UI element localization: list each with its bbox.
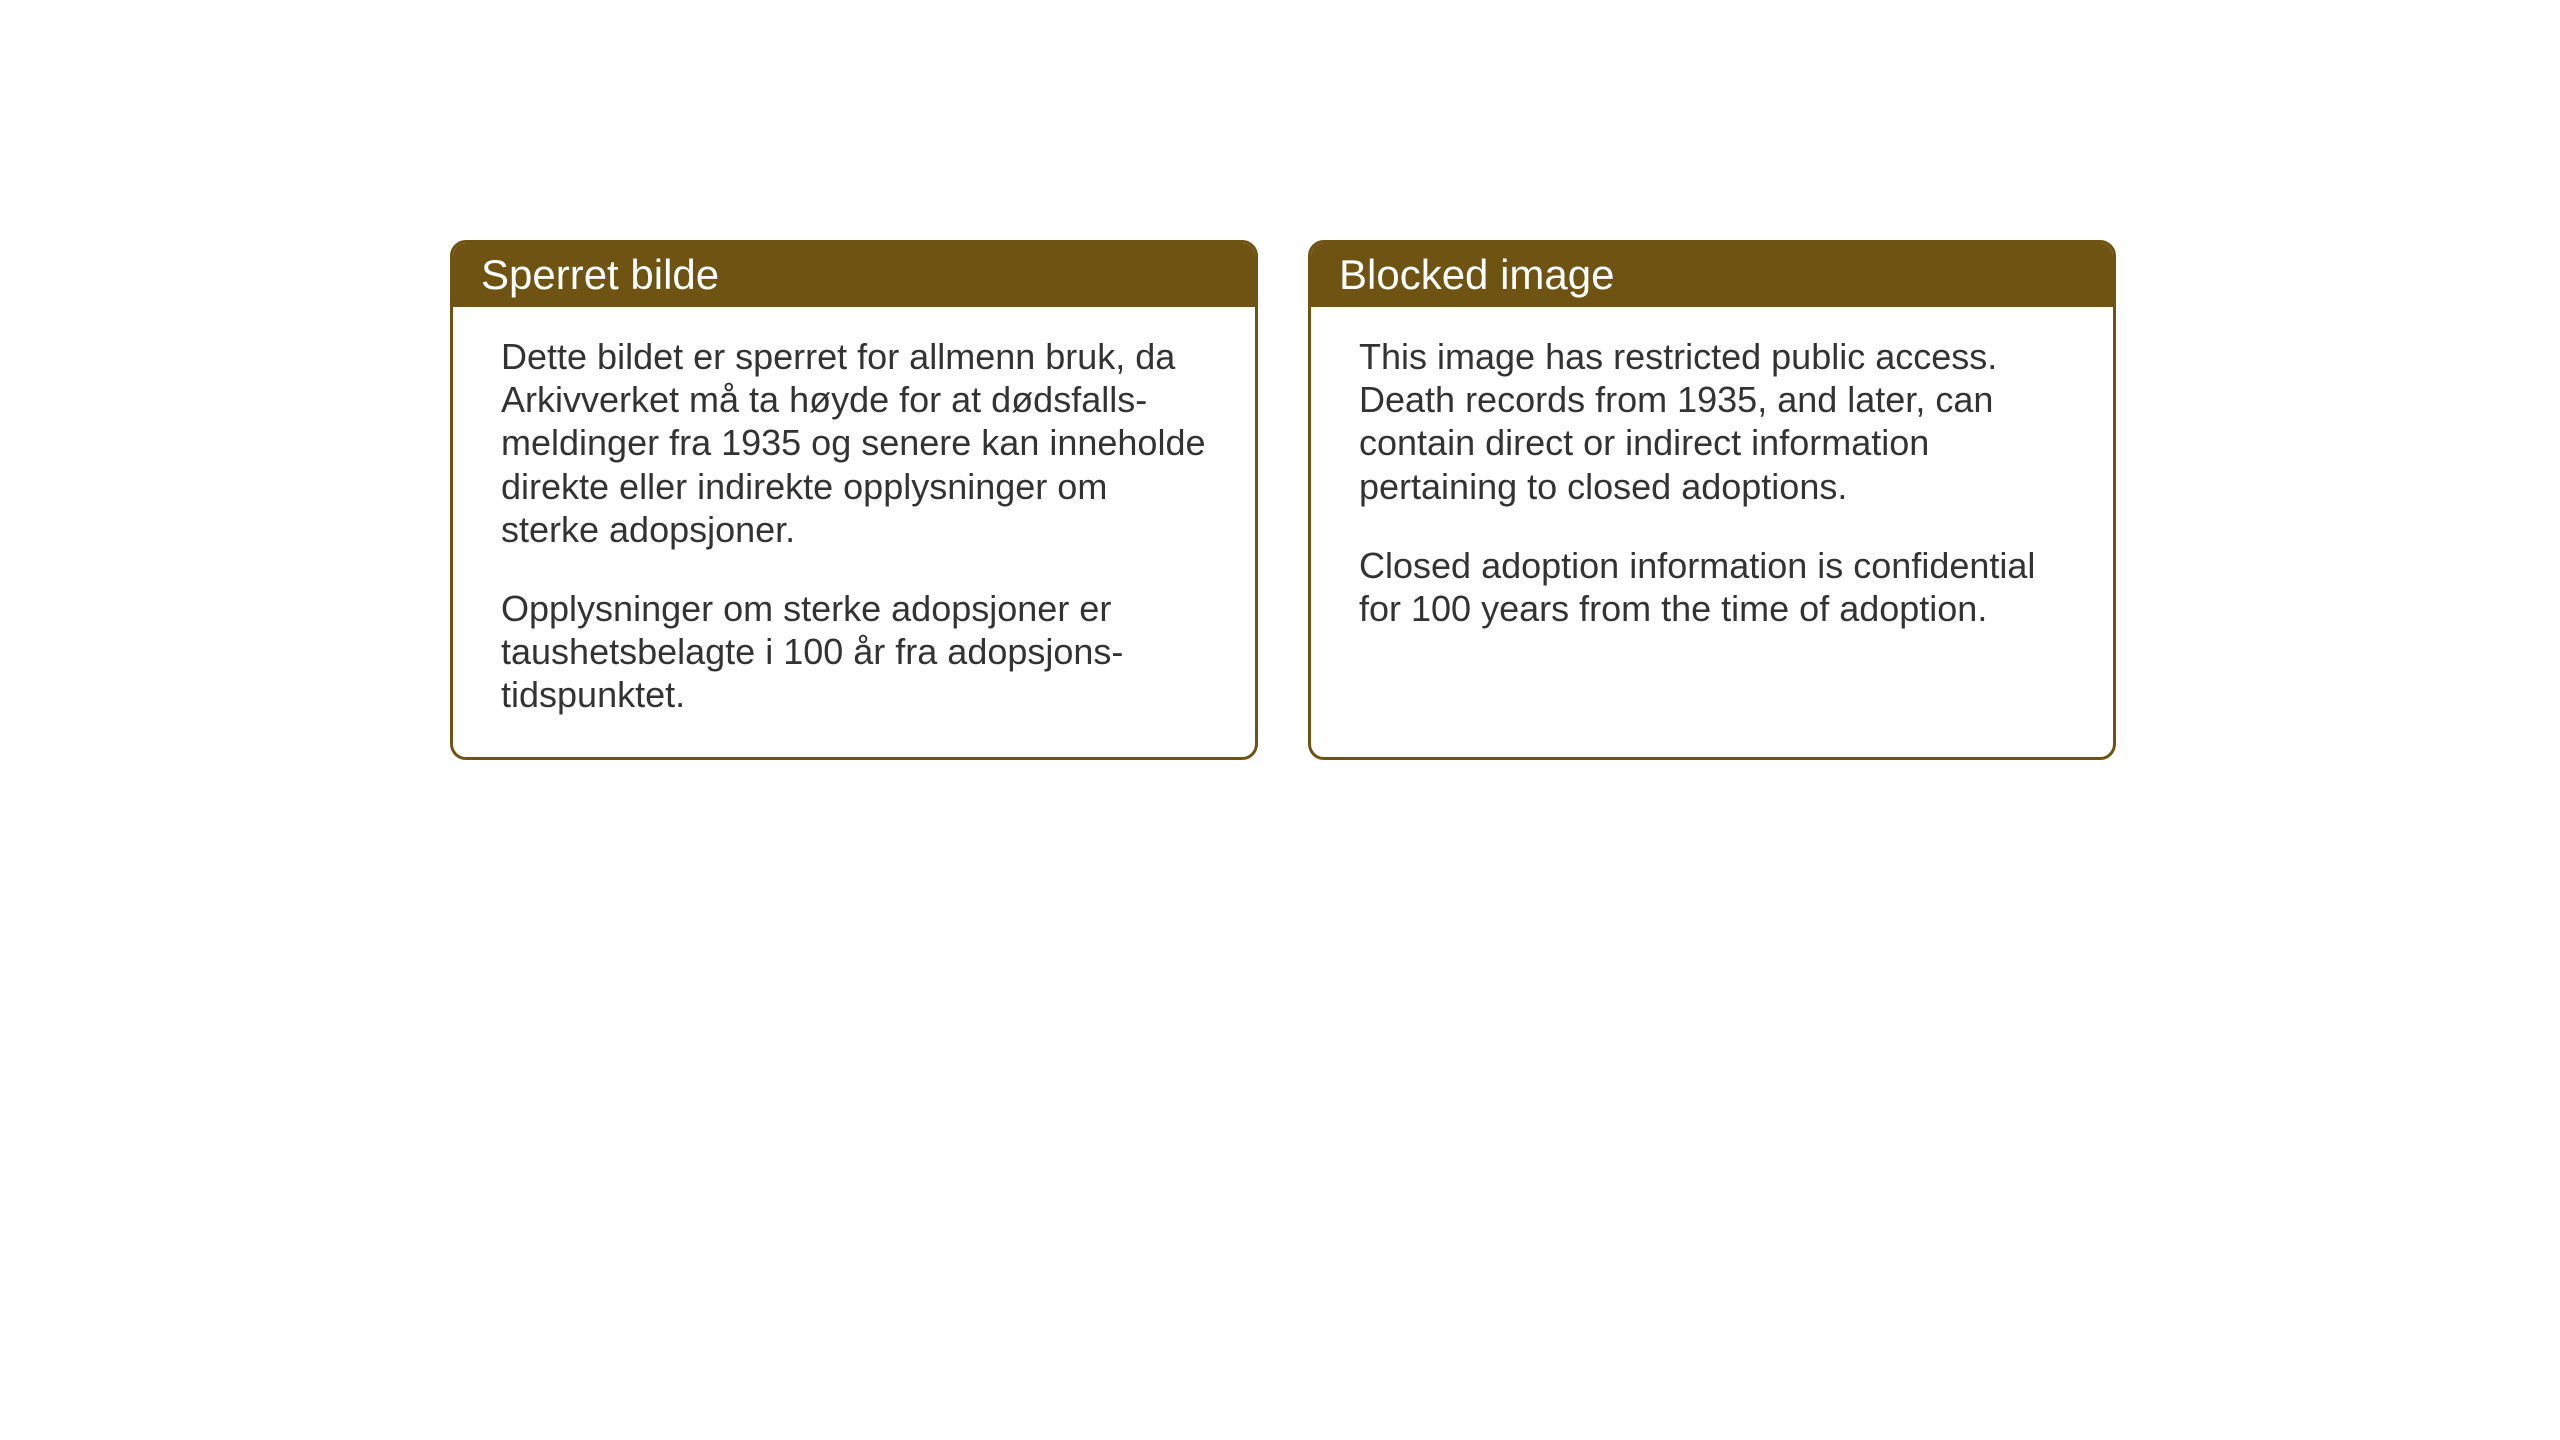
cards-container: Sperret bilde Dette bildet er sperret fo… <box>450 240 2116 760</box>
card-norwegian-title: Sperret bilde <box>481 251 719 298</box>
card-norwegian: Sperret bilde Dette bildet er sperret fo… <box>450 240 1258 760</box>
card-english-title: Blocked image <box>1339 251 1614 298</box>
card-english-header: Blocked image <box>1311 243 2113 307</box>
card-norwegian-body: Dette bildet er sperret for allmenn bruk… <box>453 307 1255 757</box>
card-english-paragraph-2: Closed adoption information is confident… <box>1359 544 2065 630</box>
card-english-paragraph-1: This image has restricted public access.… <box>1359 335 2065 508</box>
card-norwegian-paragraph-2: Opplysninger om sterke adopsjoner er tau… <box>501 587 1207 717</box>
card-english-body: This image has restricted public access.… <box>1311 307 2113 670</box>
card-norwegian-header: Sperret bilde <box>453 243 1255 307</box>
card-english: Blocked image This image has restricted … <box>1308 240 2116 760</box>
card-norwegian-paragraph-1: Dette bildet er sperret for allmenn bruk… <box>501 335 1207 551</box>
